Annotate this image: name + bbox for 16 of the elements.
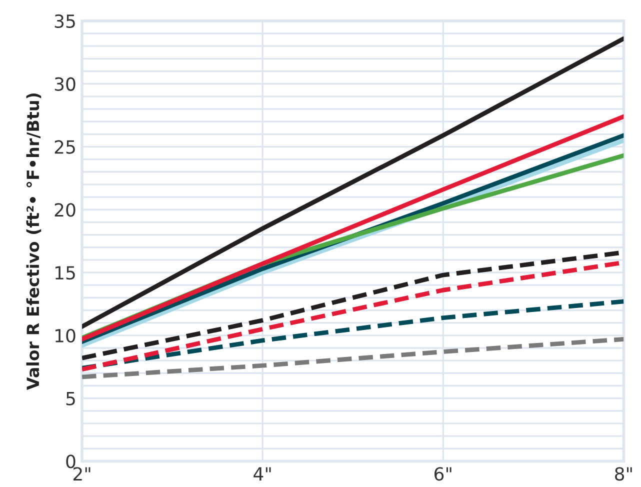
line-series — [82, 36, 624, 329]
x-tick-label: 8" — [615, 467, 632, 481]
line-series — [82, 336, 624, 380]
line-series — [82, 299, 624, 370]
y-tick-label: 35 — [54, 14, 75, 28]
y-axis-title: Valor R Efectivo (ft²• °F•hr/Btu) — [26, 94, 42, 390]
y-tick-label: 0 — [66, 454, 76, 468]
x-tick-label: 6" — [434, 467, 452, 481]
y-tick-label: 5 — [66, 392, 75, 406]
x-tick-label: 4" — [254, 467, 271, 480]
x-tick-label: 2" — [73, 467, 90, 480]
y-tick-label: 25 — [54, 140, 75, 154]
y-tick-label: 15 — [56, 266, 75, 280]
y-tick-label: 20 — [54, 203, 76, 217]
y-tick-label: 30 — [54, 77, 76, 91]
y-tick-label: 10 — [56, 328, 76, 343]
